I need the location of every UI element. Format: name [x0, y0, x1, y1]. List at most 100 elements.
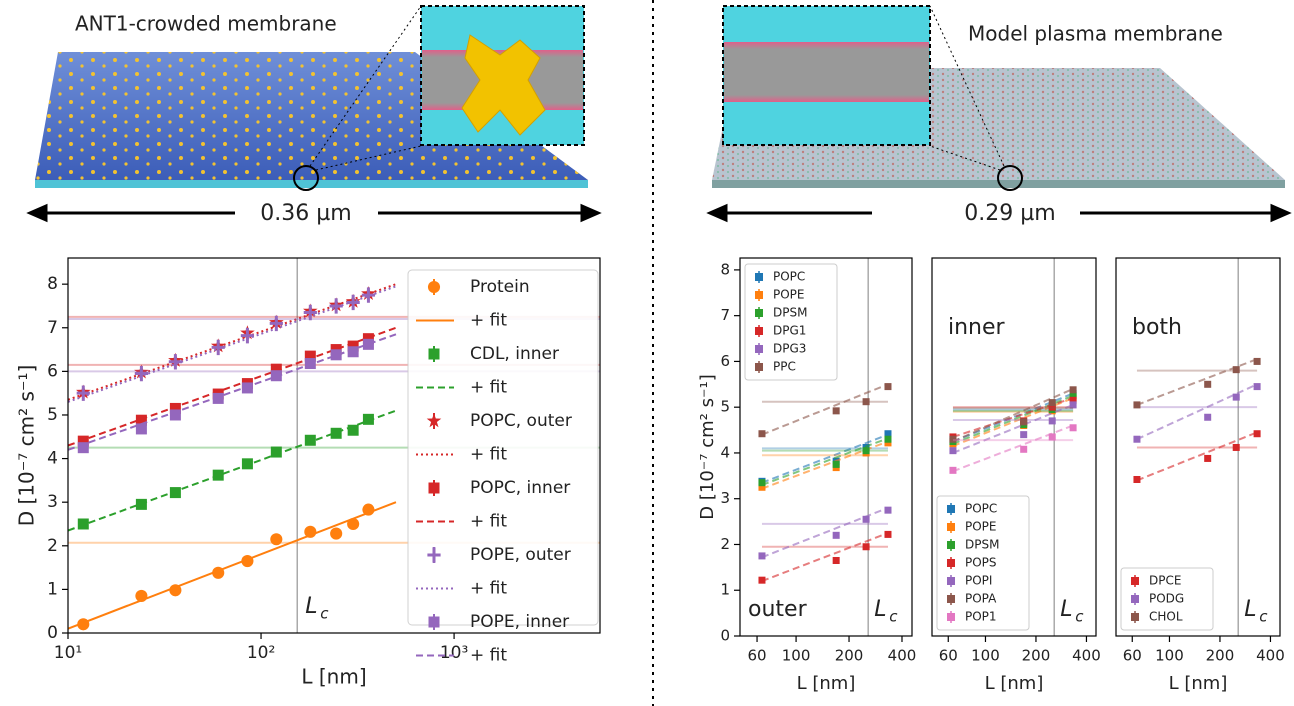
data-point — [304, 350, 316, 362]
legend-marker — [947, 577, 955, 585]
legend-label: POPE — [965, 520, 997, 534]
panel-label: inner — [948, 315, 1006, 340]
right-title: Model plasma membrane — [968, 22, 1223, 46]
right-scale: 0.29 µm — [964, 201, 1055, 226]
data-point — [758, 552, 766, 560]
left-title: ANT1-crowded membrane — [75, 12, 337, 36]
plot-frame — [739, 257, 913, 637]
legend-label: + fit — [470, 579, 507, 599]
legend-label: + fit — [470, 311, 507, 331]
data-point — [169, 584, 182, 597]
legend-marker — [947, 595, 955, 603]
data-point — [758, 576, 766, 584]
data-point — [862, 398, 870, 406]
y-tick-label: 1 — [47, 579, 58, 599]
plot-frame — [1115, 257, 1281, 637]
data-point — [884, 439, 892, 447]
plot-frame — [67, 257, 601, 634]
legend-marker — [947, 505, 955, 513]
legend-label: PPC — [773, 360, 796, 374]
legend-label: DPG3 — [773, 342, 806, 356]
data-point — [134, 365, 148, 382]
data-point — [1253, 383, 1261, 391]
data-point — [758, 430, 766, 438]
legend-label: DPSM — [965, 538, 999, 552]
lc-label: L — [305, 594, 317, 619]
y-tick-label: 7 — [47, 318, 58, 338]
y-tick-label: 4 — [720, 443, 730, 461]
data-point — [1048, 417, 1056, 425]
legend-label: POPC, inner — [470, 478, 570, 498]
data-point — [1069, 396, 1077, 404]
data-point — [1133, 435, 1141, 443]
legend-label: POPA — [965, 592, 997, 606]
y-tick-label: 4 — [47, 449, 58, 469]
lc-label-sub: c — [1259, 608, 1268, 626]
x-axis-label: L [nm] — [985, 673, 1044, 694]
legend-label: POPI — [965, 574, 992, 588]
data-point — [270, 370, 282, 382]
data-point — [304, 358, 316, 370]
data-point — [1069, 386, 1077, 394]
lc-label-sub: c — [1075, 608, 1084, 626]
legend-label: DPSM — [773, 306, 807, 320]
legend-marker — [1131, 577, 1139, 585]
legend-label: POPE, outer — [470, 545, 571, 565]
data-point — [362, 333, 374, 345]
data-point — [1048, 403, 1056, 411]
data-point — [304, 525, 317, 538]
fit-line — [761, 532, 889, 583]
data-point — [949, 466, 957, 474]
legend-box — [407, 269, 599, 626]
data-point — [1232, 443, 1240, 451]
legend-label: POPC — [773, 270, 805, 284]
y-axis-label: D [10⁻⁷ cm² s⁻¹] — [697, 374, 718, 519]
data-point — [758, 483, 766, 491]
data-point — [241, 382, 253, 394]
x-tick-label: 60 — [748, 647, 767, 665]
legend-marker — [426, 413, 442, 428]
data-point — [330, 349, 342, 361]
legend-box — [936, 495, 1030, 631]
data-point — [1253, 357, 1261, 365]
fit-line — [952, 424, 1074, 473]
fit-line — [1136, 431, 1258, 482]
data-point — [135, 423, 147, 435]
data-point — [1020, 431, 1028, 439]
legend-marker — [947, 523, 955, 531]
fit-line — [1136, 383, 1258, 441]
x-tick-label: 100 — [1155, 647, 1184, 665]
y-tick-label: 5 — [47, 405, 58, 425]
data-point — [135, 414, 147, 426]
left-scale-arrow — [26, 203, 602, 223]
data-point — [270, 363, 282, 375]
data-point — [347, 424, 359, 436]
data-point — [77, 518, 89, 530]
lc-label-sub: c — [889, 608, 898, 626]
y-tick-label: 2 — [720, 535, 730, 553]
panel-label: both — [1132, 315, 1182, 340]
legend-marker — [947, 541, 955, 549]
x-axis-label: L [nm] — [797, 673, 856, 694]
legend-box — [744, 263, 838, 381]
legend-label: POPC, outer — [470, 411, 572, 431]
data-point — [362, 338, 374, 350]
data-point — [1204, 380, 1212, 388]
data-point — [212, 469, 224, 481]
plots: 0 1 2 3 4 5 6 7 8 10¹ 10² 10³ L [nm] D [10⁻⁷ cm² s⁻¹]… — [15, 257, 1285, 694]
y-axis-label: D [10⁻⁷ cm² s⁻¹] — [15, 365, 39, 527]
data-point — [1048, 399, 1056, 407]
data-point — [1020, 445, 1028, 453]
legend-label: + fit — [470, 378, 507, 398]
y-tick-label: 8 — [47, 274, 58, 294]
legend-marker — [755, 273, 763, 281]
data-point — [1232, 393, 1240, 401]
data-point — [135, 498, 147, 510]
legend-box — [1120, 567, 1214, 631]
data-point — [1133, 401, 1141, 409]
data-point — [361, 287, 376, 303]
fit-line — [67, 409, 397, 532]
legend-marker — [1131, 595, 1139, 603]
data-point — [241, 458, 253, 470]
